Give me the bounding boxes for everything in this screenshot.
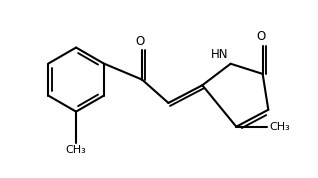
Text: HN: HN bbox=[211, 48, 228, 61]
Text: CH₃: CH₃ bbox=[269, 122, 290, 132]
Text: O: O bbox=[256, 30, 266, 43]
Text: CH₃: CH₃ bbox=[66, 145, 86, 155]
Text: O: O bbox=[135, 35, 145, 48]
